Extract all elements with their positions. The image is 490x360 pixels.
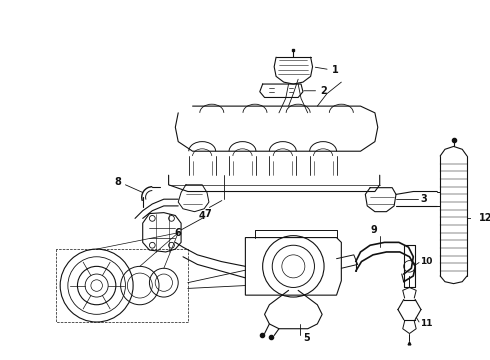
Text: 3: 3 xyxy=(420,194,427,204)
Text: 4: 4 xyxy=(199,211,206,221)
Text: 12: 12 xyxy=(479,213,490,224)
Text: 10: 10 xyxy=(420,257,432,266)
Text: 5: 5 xyxy=(303,333,310,343)
Text: 8: 8 xyxy=(114,177,121,187)
Text: 6: 6 xyxy=(175,228,182,238)
Text: 2: 2 xyxy=(320,86,327,96)
Text: 1: 1 xyxy=(332,65,339,75)
Text: 7: 7 xyxy=(204,208,211,219)
Text: 11: 11 xyxy=(420,319,433,328)
Text: 9: 9 xyxy=(370,225,377,235)
